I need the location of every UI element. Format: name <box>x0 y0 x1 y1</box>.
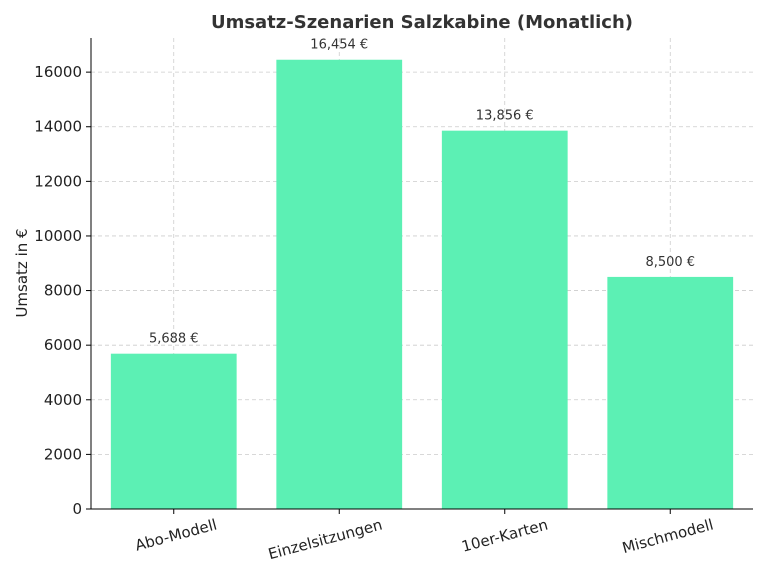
bar-value-label: 5,688 € <box>149 332 199 347</box>
x-category-label: Abo-Modell <box>133 515 219 554</box>
bar-mischmodell <box>607 276 734 509</box>
y-tick-label: 16000 <box>34 63 82 81</box>
y-tick-label: 12000 <box>34 172 82 190</box>
y-tick-label: 2000 <box>44 445 82 463</box>
x-category-label: 10er-Karten <box>460 515 550 555</box>
bar-value-label: 8,500 € <box>645 255 695 270</box>
bar-abo-modell <box>110 353 237 509</box>
axes-layer <box>90 38 753 510</box>
y-tick-label: 6000 <box>44 336 82 354</box>
x-category-label: Mischmodell <box>620 515 715 557</box>
y-tick-label: 10000 <box>34 227 82 245</box>
bar-10er-karten <box>441 130 568 509</box>
chart-title: Umsatz-Szenarien Salzkabine (Monatlich) <box>211 12 633 33</box>
bar-einzelsitzungen <box>276 59 403 510</box>
x-category-label: Einzelsitzungen <box>266 515 384 563</box>
bars-layer <box>110 59 734 510</box>
bar-value-label: 13,856 € <box>476 109 534 124</box>
data-labels-layer: 5,688 € 16,454 € 13,856 € 8,500 € <box>149 38 695 347</box>
y-tick-label: 4000 <box>44 391 82 409</box>
y-axis-label: Umsatz in € <box>13 228 31 317</box>
y-tick-label: 8000 <box>44 282 82 300</box>
y-tick-label: 0 <box>72 500 82 518</box>
y-tick-label: 14000 <box>34 118 82 136</box>
bar-value-label: 16,454 € <box>310 38 368 53</box>
